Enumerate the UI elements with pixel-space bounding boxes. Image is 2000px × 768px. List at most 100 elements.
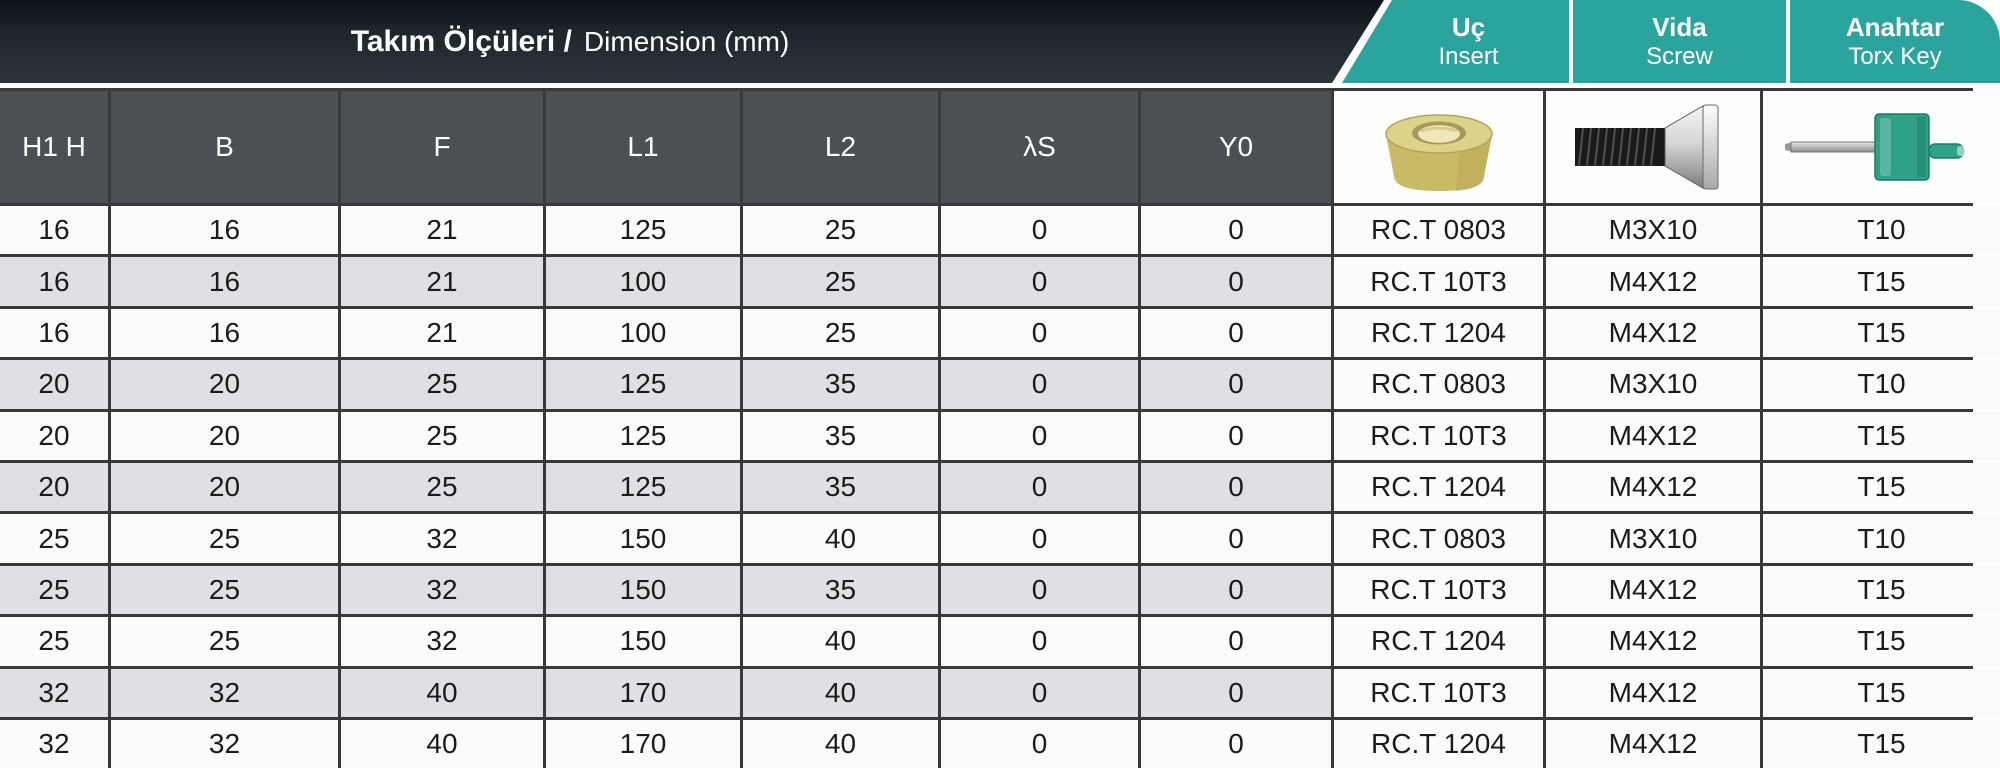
insert-header-english: Insert	[1438, 42, 1499, 70]
cell-row4-lambda-s: 0	[941, 360, 1138, 409]
cell-row5-h1h: 20	[0, 411, 108, 460]
cell-row9-b: 25	[111, 617, 338, 666]
cell-row2-l1: 100	[546, 257, 740, 306]
cell-row2-lambda-s: 0	[941, 257, 1138, 306]
cell-row10-f: 40	[341, 668, 543, 717]
cell-row6-lambda-s: 0	[941, 462, 1138, 512]
screw-photo-cell	[1546, 91, 1760, 203]
cell-row7-f: 32	[341, 514, 543, 563]
cell-row1-l2: 25	[743, 206, 938, 255]
torx-key-header-english: Torx Key	[1848, 42, 1942, 70]
cell-row10-h1h: 32	[0, 668, 108, 717]
cell-row2-h1h: 16	[0, 257, 108, 306]
cell-row3-insert: RC.T 1204	[1334, 308, 1543, 358]
table-title-english: Dimension (mm)	[583, 25, 790, 57]
cell-row9-f: 32	[341, 617, 543, 666]
cell-row11-y0: 0	[1141, 719, 1331, 768]
cell-row9-h1h: 25	[0, 617, 108, 666]
cell-row3-y0: 0	[1141, 308, 1331, 358]
cell-row4-b: 20	[111, 360, 338, 409]
tool-column-header-insert: Uç Insert	[1342, 0, 1569, 83]
cell-row7-b: 25	[111, 514, 338, 563]
insert-photo-cell	[1334, 91, 1543, 203]
cell-row6-f: 25	[341, 462, 543, 512]
cell-row3-screw: M4X12	[1546, 308, 1760, 358]
cell-row10-b: 32	[111, 668, 338, 717]
cell-row5-y0: 0	[1141, 411, 1331, 460]
cell-row10-screw: M4X12	[1546, 668, 1760, 717]
cell-row7-l2: 40	[743, 514, 938, 563]
cell-row10-l1: 170	[546, 668, 740, 717]
cell-row1-f: 21	[341, 206, 543, 255]
cell-row3-b: 16	[111, 308, 338, 358]
cell-row11-screw: M4X12	[1546, 719, 1760, 768]
cell-row3-l2: 25	[743, 308, 938, 358]
cell-row11-b: 32	[111, 719, 338, 768]
cell-row6-h1h: 20	[0, 462, 108, 512]
cell-row11-h1h: 32	[0, 719, 108, 768]
cell-row4-f: 25	[341, 360, 543, 409]
cell-row1-y0: 0	[1141, 206, 1331, 255]
cell-row4-l1: 125	[546, 360, 740, 409]
cell-row1-screw: M3X10	[1546, 206, 1760, 255]
cell-row7-lambda-s: 0	[941, 514, 1138, 563]
cell-row5-f: 25	[341, 411, 543, 460]
table-grid: H1 H B F L1 L2 λS Y0	[0, 88, 2000, 768]
cell-row8-f: 32	[341, 565, 543, 615]
cell-row2-b: 16	[111, 257, 338, 306]
cell-row1-torx-key: T10	[1763, 206, 2000, 255]
cell-row2-f: 21	[341, 257, 543, 306]
cell-row4-l2: 35	[743, 360, 938, 409]
cell-row1-h1h: 16	[0, 206, 108, 255]
column-header-lambda-s: λS	[941, 91, 1138, 203]
cell-row9-y0: 0	[1141, 617, 1331, 666]
column-header-y0: Y0	[1141, 91, 1331, 203]
round-insert-image	[1384, 114, 1493, 191]
cell-row7-y0: 0	[1141, 514, 1331, 563]
cell-row11-l2: 40	[743, 719, 938, 768]
table-title-bar: Takım Ölçüleri / Dimension (mm)	[0, 0, 1384, 83]
cell-row2-l2: 25	[743, 257, 938, 306]
cell-row8-lambda-s: 0	[941, 565, 1138, 615]
cell-row10-y0: 0	[1141, 668, 1331, 717]
cell-row10-l2: 40	[743, 668, 938, 717]
cell-row3-f: 21	[341, 308, 543, 358]
table-title-turkish: Takım Ölçüleri /	[350, 24, 572, 58]
cell-row3-l1: 100	[546, 308, 740, 358]
torx-key-image	[1784, 113, 1965, 181]
cell-row6-b: 20	[111, 462, 338, 512]
cell-row5-lambda-s: 0	[941, 411, 1138, 460]
cell-row4-insert: RC.T 0803	[1334, 360, 1543, 409]
cell-row5-torx-key: T15	[1763, 411, 2000, 460]
cell-row10-lambda-s: 0	[941, 668, 1138, 717]
cell-row6-torx-key: T15	[1763, 462, 2000, 512]
cell-row8-screw: M4X12	[1546, 565, 1760, 615]
screw-header-turkish: Vida	[1652, 11, 1707, 42]
cell-row4-h1h: 20	[0, 360, 108, 409]
cell-row5-screw: M4X12	[1546, 411, 1760, 460]
cell-row2-torx-key: T15	[1763, 257, 2000, 306]
cell-row6-l2: 35	[743, 462, 938, 512]
cell-row7-torx-key: T10	[1763, 514, 2000, 563]
tool-column-header-torx-key: Anahtar Torx Key	[1790, 0, 2000, 83]
column-header-f: F	[341, 91, 543, 203]
tool-column-headers: Uç Insert Vida Screw Anahtar Torx Key	[1342, 0, 2000, 83]
cell-row5-l1: 125	[546, 411, 740, 460]
cell-row4-torx-key: T10	[1763, 360, 2000, 409]
cell-row9-insert: RC.T 1204	[1334, 617, 1543, 666]
cell-row9-lambda-s: 0	[941, 617, 1138, 666]
cell-row11-l1: 170	[546, 719, 740, 768]
cell-row11-insert: RC.T 1204	[1334, 719, 1543, 768]
cell-row2-screw: M4X12	[1546, 257, 1760, 306]
cell-row2-insert: RC.T 10T3	[1334, 257, 1543, 306]
table-title: Takım Ölçüleri / Dimension (mm)	[0, 0, 1140, 83]
cell-row6-insert: RC.T 1204	[1334, 462, 1543, 512]
cell-row8-h1h: 25	[0, 565, 108, 615]
cell-row7-insert: RC.T 0803	[1334, 514, 1543, 563]
cell-row1-lambda-s: 0	[941, 206, 1138, 255]
cell-row8-y0: 0	[1141, 565, 1331, 615]
cell-row11-torx-key: T15	[1763, 719, 2000, 768]
cell-row11-f: 40	[341, 719, 543, 768]
cell-row7-h1h: 25	[0, 514, 108, 563]
cell-row3-h1h: 16	[0, 308, 108, 358]
